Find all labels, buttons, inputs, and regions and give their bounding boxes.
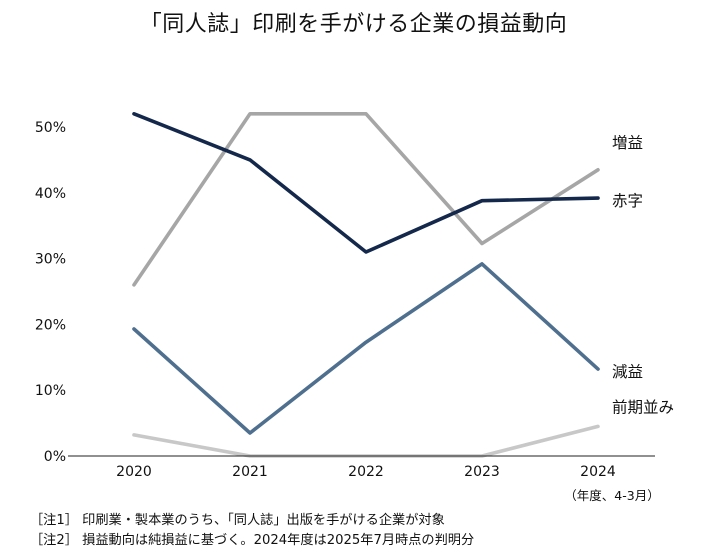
x-tick-label: 2021 xyxy=(232,464,268,480)
series-label-series-1: 増益 xyxy=(612,134,643,152)
series-line-series-2 xyxy=(132,112,600,254)
x-tick-label: 2022 xyxy=(348,464,384,480)
x-axis-unit-label: （年度、4-3月） xyxy=(564,488,659,503)
y-axis-ticks: 0% 10% 20% 30% 40% 50% xyxy=(35,120,66,465)
y-tick-label: 30% xyxy=(35,252,66,268)
footnote-2: ［注2］ 損益動向は純損益に基づく。2024年度は2025年7月時点の判明分 xyxy=(30,532,475,548)
series-label-series-2: 赤字 xyxy=(612,192,643,210)
chart-title: 「同人誌」印刷を手がける企業の損益動向 xyxy=(139,12,568,37)
footnote-1: ［注1］ 印刷業・製本業のうち、「同人誌」出版を手がける企業が対象 xyxy=(30,513,445,528)
y-tick-label: 40% xyxy=(35,186,66,202)
footnotes: ［注1］ 印刷業・製本業のうち、「同人誌」出版を手がける企業が対象 ［注2］ 損… xyxy=(30,511,474,550)
y-tick-label: 50% xyxy=(35,120,66,136)
series-line-series-1 xyxy=(132,112,600,287)
y-tick-label: 0% xyxy=(44,449,66,465)
x-tick-label: 2020 xyxy=(116,464,152,480)
y-tick-label: 20% xyxy=(35,317,66,333)
series-label-series-3: 減益 xyxy=(612,363,643,381)
series-lines xyxy=(132,112,600,458)
series-line-series-4 xyxy=(132,424,600,458)
series-line-series-3 xyxy=(132,262,600,435)
x-axis-ticks: 2020 2021 2022 2023 2024 xyxy=(116,464,616,480)
y-tick-label: 10% xyxy=(35,383,66,399)
x-tick-label: 2024 xyxy=(580,464,616,480)
series-label-series-4: 前期並み xyxy=(612,398,674,416)
x-tick-label: 2023 xyxy=(464,464,500,480)
